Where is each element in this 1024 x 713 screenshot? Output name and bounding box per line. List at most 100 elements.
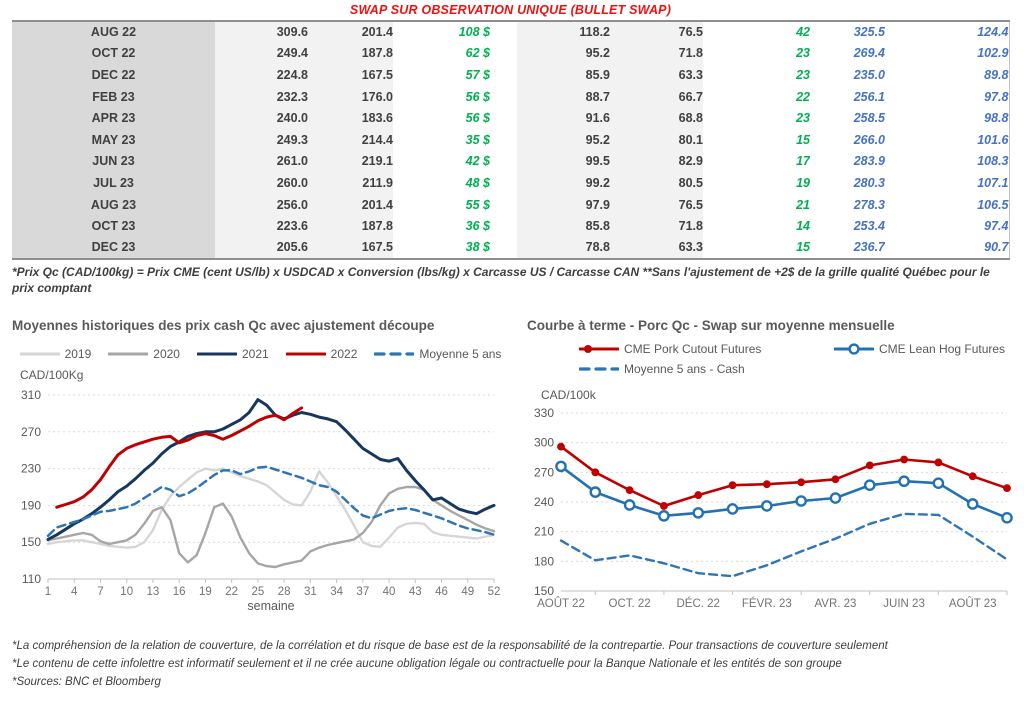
y-tick-label: 270 — [21, 425, 41, 439]
value-cell: 201.4 — [308, 21, 393, 43]
y-tick-label: 150 — [534, 584, 554, 598]
value-cell: 80.5 — [610, 172, 703, 194]
x-tick-label: 52 — [488, 586, 501, 598]
value-cell: 224.8 — [215, 64, 308, 86]
x-tick-label: 34 — [330, 586, 343, 598]
footer-notes: *La compréhension de la relation de couv… — [12, 638, 1018, 691]
value-cell: 38 $ — [465, 240, 490, 255]
x-tick-label: 40 — [383, 586, 396, 598]
value-cell: 63.3 — [610, 64, 703, 86]
table-row: OCT 22 249.4 187.8 62 $ 95.2 71.8 23 269.4 102.9 — [12, 42, 1009, 65]
historical-chart-title: Moyennes historiques des prix cash Qc av… — [12, 317, 435, 333]
x-tick-label: AVR. 23 — [814, 598, 856, 610]
value-cell: 266.0 — [853, 132, 885, 147]
month-cell: OCT 22 — [12, 42, 215, 65]
data-point — [934, 458, 943, 467]
value-cell: 76.5 — [610, 21, 703, 43]
legend-label: 2021 — [241, 346, 269, 361]
data-point — [898, 475, 910, 487]
value-cell: 249.4 — [215, 42, 308, 65]
value-cell: 256.1 — [853, 89, 885, 104]
value-cell: 17 — [796, 154, 810, 169]
value-cell: 76.5 — [610, 193, 703, 216]
value-cell: 97.9 — [517, 193, 610, 216]
value-cell: 88.7 — [517, 85, 610, 108]
value-cell: 187.8 — [308, 215, 393, 237]
legend-swatch — [196, 352, 237, 356]
data-point — [557, 442, 565, 451]
footer-note-line: *Le contenu de cette infolettre est info… — [12, 657, 842, 670]
legend-swatch — [374, 352, 415, 356]
value-cell: 232.3 — [215, 85, 308, 108]
value-cell: 95.2 — [517, 128, 610, 151]
data-point — [865, 461, 874, 470]
spacer-cell — [490, 43, 517, 65]
value-cell: 91.6 — [517, 107, 610, 129]
data-point — [728, 481, 737, 489]
y-tick-label: 150 — [21, 535, 41, 549]
document-title: SWAP SUR OBSERVATION UNIQUE (BULLET SWAP… — [349, 3, 672, 17]
value-cell: 68.8 — [610, 107, 703, 129]
value-cell: 283.9 — [853, 154, 885, 169]
month-cell: DEC 23 — [12, 236, 215, 259]
value-cell: 309.6 — [215, 21, 308, 43]
value-cell: 15 — [796, 132, 810, 147]
value-cell: 278.3 — [853, 197, 885, 212]
data-point — [968, 472, 977, 481]
value-cell: 36 $ — [465, 219, 490, 234]
value-cell: 71.8 — [610, 42, 703, 65]
spacer-cell — [490, 172, 517, 194]
value-cell: 167.5 — [308, 64, 393, 86]
x-tick-label: 13 — [147, 586, 160, 598]
value-cell: 23 — [796, 67, 810, 82]
table-row: APR 23 240.0 183.6 56 $ 91.6 68.8 23 258.5 98.8 — [12, 107, 1009, 129]
y-unit-label: CAD/100Kg — [20, 367, 84, 382]
chart-panel-historical: Moyennes historiques des prix cash Qc av… — [12, 318, 509, 622]
data-point — [660, 501, 668, 510]
data-point — [692, 506, 705, 519]
data-point — [932, 477, 945, 489]
value-cell: 22 — [796, 89, 810, 104]
x-tick-label: 16 — [173, 586, 186, 598]
value-cell: 261.0 — [215, 150, 308, 173]
table-row: AUG 23 256.0 201.4 55 $ 97.9 76.5 21 278.3 106.5 — [12, 193, 1009, 216]
data-point — [797, 478, 806, 487]
x-tick-label: 31 — [304, 586, 317, 598]
value-cell: 107.1 — [977, 175, 1009, 190]
spacer-cell — [490, 237, 517, 259]
x-tick-label: 7 — [97, 586, 103, 598]
value-cell: 23 — [796, 111, 810, 126]
x-axis-label: semaine — [247, 599, 294, 613]
value-cell: 205.6 — [215, 236, 308, 259]
spacer-cell — [490, 151, 517, 173]
historical-prices-chart: 110 150 190 230 270 310 1 4 7 10 13 16 19 22 25 28 31 34 3… — [21, 388, 501, 613]
forward-curve-legend: CME Pork Cutout Futures CME Lean Hog Futu… — [519, 342, 1024, 386]
x-tick-label: 22 — [225, 586, 238, 598]
month-cell: APR 23 — [12, 107, 215, 129]
forward-curve-chart: 150 180 210 240 270 300 330 AOÛT 22 OCT. 22 DÉC. … — [534, 406, 1013, 610]
series-cme-pork-cutout-futures — [559, 445, 1009, 508]
series-2019 — [46, 467, 496, 549]
x-tick-label: 4 — [71, 586, 78, 598]
value-cell: 240.0 — [215, 107, 308, 129]
spacer-cell — [490, 86, 517, 108]
data-point — [658, 509, 670, 522]
legend-swatch — [19, 352, 60, 356]
y-tick-label: 270 — [534, 465, 554, 479]
x-tick-label: 49 — [461, 586, 474, 598]
historical-chart-legend: 2019 2020 2021 2022 Moyenne 5 ans — [12, 342, 509, 366]
y-tick-label: 330 — [534, 406, 554, 420]
value-cell: 62 $ — [465, 46, 490, 61]
data-point — [966, 498, 979, 510]
spacer-cell — [490, 129, 517, 151]
x-tick-label: DÉC. 22 — [676, 597, 719, 610]
legend-item-cme-pork-cutout-futures: CME Pork Cutout Futures — [579, 342, 834, 356]
value-cell: 118.2 — [517, 21, 610, 43]
legend-swatch — [108, 352, 149, 356]
data-point — [555, 460, 567, 473]
legend-label: 2019 — [64, 346, 92, 361]
value-cell: 256.0 — [215, 193, 308, 216]
series-moyenne-5-ans — [46, 465, 496, 537]
month-cell: OCT 23 — [12, 215, 215, 237]
value-cell: 108 $ — [458, 25, 490, 40]
